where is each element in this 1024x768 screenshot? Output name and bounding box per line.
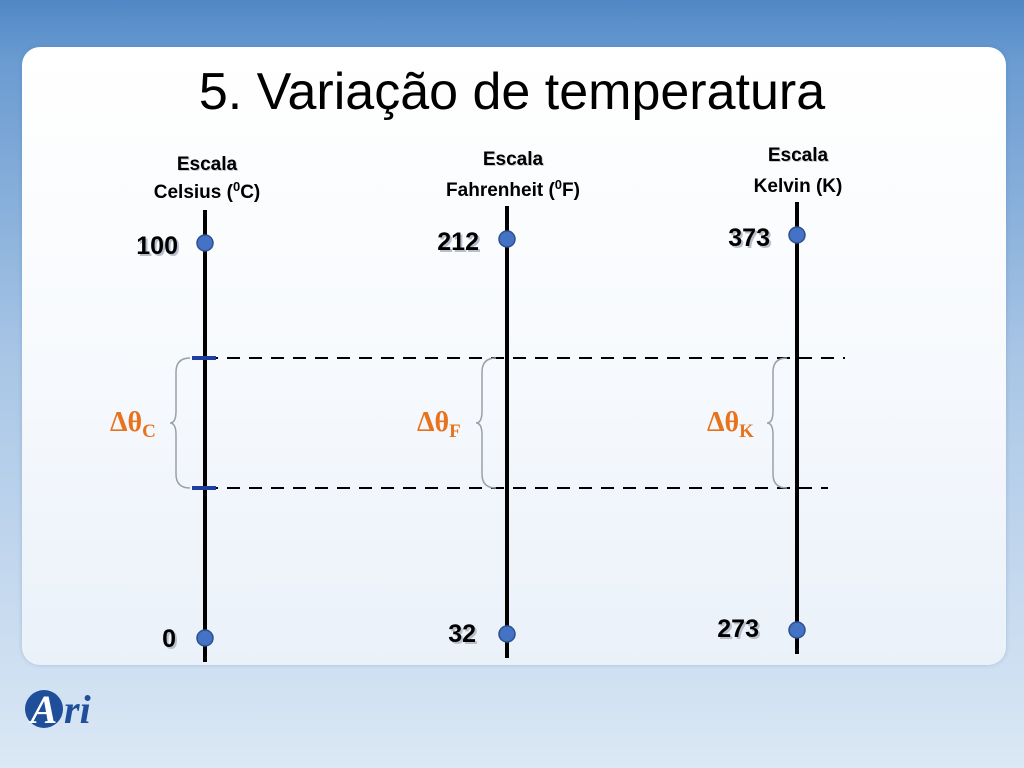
ari-logo-circle <box>25 690 63 728</box>
fahrenheit-lower-point <box>498 625 516 643</box>
celsius-interval-brace <box>169 357 191 489</box>
fahrenheit-label-superscript: 0 <box>555 177 562 192</box>
fahrenheit-delta-symbol: Δθ <box>417 407 449 438</box>
fahrenheit-delta-subscript: F <box>449 421 461 442</box>
celsius-label-line1-shadow: Escala <box>178 155 239 176</box>
kelvin-lower-point <box>788 621 806 639</box>
celsius-label-line1: Escala <box>177 154 238 175</box>
fahrenheit-lower-value-shadow: 32 <box>450 622 478 650</box>
fahrenheit-label-line2: Fahrenheit (0F) <box>446 177 580 201</box>
kelvin-upper-point <box>788 226 806 244</box>
celsius-lower-value-shadow: 0 <box>164 627 178 655</box>
celsius-label-superscript: 0 <box>233 179 240 194</box>
kelvin-delta-label: ΔθK <box>707 407 754 442</box>
celsius-lower-value: 0 <box>162 625 176 653</box>
ari-logo: A ri <box>25 687 91 732</box>
celsius-label-prefix: Celsius ( <box>154 182 234 203</box>
fahrenheit-label-line1: Escala <box>483 149 544 170</box>
fahrenheit-interval-brace <box>475 357 497 489</box>
fahrenheit-lower-value: 32 <box>448 620 476 648</box>
kelvin-delta-subscript: K <box>739 421 754 442</box>
celsius-upper-value-shadow: 100 <box>138 234 180 262</box>
fahrenheit-label-line1-shadow: Escala <box>484 150 545 171</box>
fahrenheit-upper-point <box>498 230 516 248</box>
fahrenheit-upper-value: 212 <box>437 228 479 256</box>
slide-title: 5. Variação de temperatura <box>198 63 826 121</box>
celsius-lower-point <box>196 629 214 647</box>
celsius-label-suffix: C) <box>240 182 260 203</box>
celsius-delta-subscript: C <box>142 421 156 442</box>
kelvin-label-line1-shadow: Escala <box>769 146 830 167</box>
celsius-upper-value: 100 <box>136 232 178 260</box>
fahrenheit-label-prefix: Fahrenheit ( <box>446 180 555 201</box>
fahrenheit-delta-label: ΔθF <box>417 407 461 442</box>
kelvin-upper-value-shadow: 373 <box>730 226 772 254</box>
celsius-delta-label: ΔθC <box>110 407 156 442</box>
kelvin-label-line1: Escala <box>768 145 829 166</box>
ari-logo-text: ri <box>64 687 91 732</box>
celsius-scale: Escala Escala Celsius (0C) 100 100 0 0 Δ… <box>110 154 260 662</box>
kelvin-upper-value: 373 <box>728 224 770 252</box>
celsius-upper-point <box>196 234 214 252</box>
kelvin-delta-symbol: Δθ <box>707 407 739 438</box>
celsius-delta-symbol: Δθ <box>110 407 142 438</box>
kelvin-lower-value-shadow: 273 <box>719 617 761 645</box>
slide-panel <box>22 47 1006 665</box>
fahrenheit-upper-value-shadow: 212 <box>439 230 481 258</box>
celsius-label-line2: Celsius (0C) <box>154 179 261 203</box>
kelvin-lower-value: 273 <box>717 615 759 643</box>
fahrenheit-scale: Escala Escala Fahrenheit (0F) 212 212 32… <box>417 149 580 658</box>
kelvin-label-prefix: Kelvin (K) <box>754 176 843 197</box>
fahrenheit-label-suffix: F) <box>562 180 580 201</box>
kelvin-label-line2: Kelvin (K) <box>754 176 843 197</box>
kelvin-scale: Escala Escala Kelvin (K) 373 373 273 273… <box>707 145 842 654</box>
ari-logo-letter: A <box>28 687 58 732</box>
kelvin-interval-brace <box>766 357 788 489</box>
